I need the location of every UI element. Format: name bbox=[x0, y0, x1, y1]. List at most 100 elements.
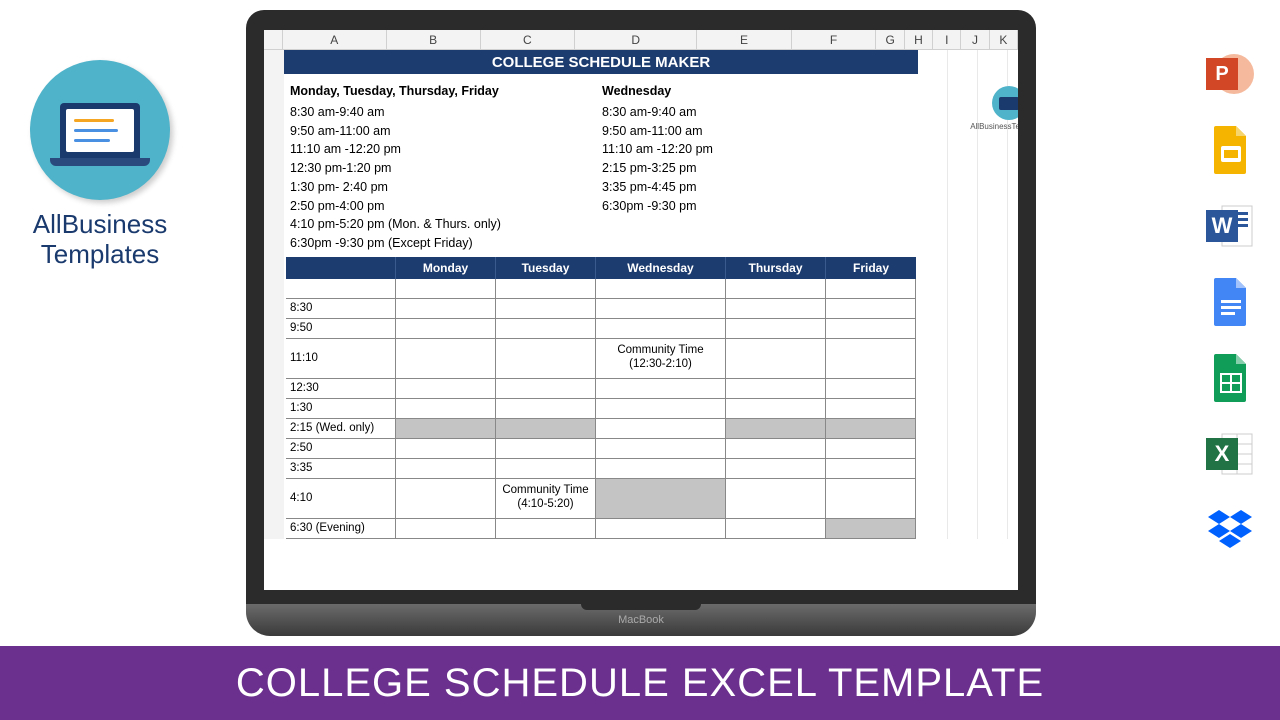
schedule-cell[interactable] bbox=[496, 399, 596, 418]
schedule-cell[interactable] bbox=[396, 379, 496, 398]
schedule-cell[interactable] bbox=[496, 279, 596, 298]
excel-icon: X bbox=[1204, 428, 1256, 480]
info-row: 12:30 pm-1:20 pm bbox=[290, 159, 602, 178]
schedule-cell[interactable] bbox=[596, 439, 726, 458]
schedule-cell[interactable] bbox=[396, 279, 496, 298]
schedule-cell[interactable] bbox=[496, 299, 596, 318]
schedule-cell[interactable] bbox=[826, 319, 916, 338]
schedule-cell[interactable] bbox=[396, 339, 496, 378]
col-header[interactable]: B bbox=[387, 30, 481, 49]
schedule-cell[interactable]: 6:30 (Evening) bbox=[286, 519, 396, 538]
schedule-cell[interactable] bbox=[596, 399, 726, 418]
schedule-cell[interactable]: 9:50 bbox=[286, 319, 396, 338]
schedule-cell[interactable] bbox=[596, 299, 726, 318]
schedule-cell[interactable] bbox=[596, 519, 726, 538]
schedule-cell[interactable] bbox=[396, 419, 496, 438]
schedule-info-block: Monday, Tuesday, Thursday, Friday 8:30 a… bbox=[284, 74, 918, 257]
schedule-cell[interactable]: 1:30 bbox=[286, 399, 396, 418]
schedule-cell[interactable] bbox=[826, 339, 916, 378]
schedule-cell[interactable]: 3:35 bbox=[286, 459, 396, 478]
col-header[interactable]: I bbox=[933, 30, 961, 49]
schedule-cell[interactable]: 4:10 bbox=[286, 479, 396, 518]
app-icons-rail: P W X bbox=[1204, 48, 1256, 556]
schedule-cell[interactable] bbox=[396, 319, 496, 338]
schedule-cell[interactable] bbox=[596, 319, 726, 338]
schedule-cell[interactable] bbox=[726, 399, 826, 418]
schedule-cell[interactable] bbox=[496, 519, 596, 538]
schedule-cell[interactable] bbox=[496, 419, 596, 438]
schedule-cell[interactable] bbox=[826, 459, 916, 478]
schedule-cell[interactable] bbox=[396, 519, 496, 538]
schedule-cell[interactable] bbox=[396, 439, 496, 458]
column-headers-row: A B C D E F G H I J K bbox=[264, 30, 1018, 50]
schedule-cell[interactable] bbox=[596, 479, 726, 518]
col-header[interactable]: G bbox=[876, 30, 904, 49]
schedule-row bbox=[286, 279, 916, 299]
schedule-cell[interactable] bbox=[726, 419, 826, 438]
schedule-cell[interactable] bbox=[826, 479, 916, 518]
schedule-cell[interactable] bbox=[496, 339, 596, 378]
schedule-cell[interactable] bbox=[726, 479, 826, 518]
info-row: 2:50 pm-4:00 pm bbox=[290, 197, 602, 216]
schedule-cell[interactable] bbox=[826, 519, 916, 538]
col-header[interactable]: J bbox=[961, 30, 989, 49]
schedule-row: 11:10 Community Time(12:30-2:10) bbox=[286, 339, 916, 379]
schedule-cell[interactable] bbox=[826, 299, 916, 318]
col-header[interactable]: E bbox=[697, 30, 791, 49]
schedule-cell[interactable]: 2:15 (Wed. only) bbox=[286, 419, 396, 438]
schedule-cell[interactable]: 8:30 bbox=[286, 299, 396, 318]
schedule-row: 4:10 Community Time(4:10-5:20) bbox=[286, 479, 916, 519]
schedule-cell[interactable] bbox=[726, 319, 826, 338]
col-header[interactable]: H bbox=[905, 30, 933, 49]
schedule-cell[interactable] bbox=[826, 399, 916, 418]
schedule-row: 9:50 bbox=[286, 319, 916, 339]
schedule-cell[interactable] bbox=[726, 459, 826, 478]
info-row: 4:10 pm-5:20 pm (Mon. & Thurs. only) bbox=[290, 215, 602, 234]
col-header[interactable]: D bbox=[575, 30, 697, 49]
schedule-cell[interactable] bbox=[596, 459, 726, 478]
schedule-cell[interactable] bbox=[596, 279, 726, 298]
info-row: 6:30pm -9:30 pm bbox=[602, 197, 914, 216]
col-header[interactable]: F bbox=[792, 30, 877, 49]
col-header[interactable]: K bbox=[990, 30, 1018, 49]
col-header[interactable]: C bbox=[481, 30, 575, 49]
schedule-cell[interactable] bbox=[496, 379, 596, 398]
schedule-header-row: Monday Tuesday Wednesday Thursday Friday bbox=[286, 257, 916, 279]
schedule-cell[interactable] bbox=[826, 439, 916, 458]
sheet-title: COLLEGE SCHEDULE MAKER bbox=[284, 50, 918, 74]
schedule-cell[interactable] bbox=[496, 459, 596, 478]
schedule-cell[interactable] bbox=[826, 419, 916, 438]
schedule-cell[interactable] bbox=[596, 379, 726, 398]
schedule-cell[interactable] bbox=[286, 279, 396, 298]
schedule-cell[interactable] bbox=[396, 459, 496, 478]
schedule-cell[interactable] bbox=[726, 279, 826, 298]
schedule-cell[interactable] bbox=[596, 419, 726, 438]
schedule-cell[interactable] bbox=[496, 439, 596, 458]
schedule-row: 3:35 bbox=[286, 459, 916, 479]
col-header[interactable]: A bbox=[283, 30, 387, 49]
schedule-cell[interactable] bbox=[726, 379, 826, 398]
schedule-row: 2:50 bbox=[286, 439, 916, 459]
schedule-cell[interactable] bbox=[396, 399, 496, 418]
schedule-cell[interactable] bbox=[726, 339, 826, 378]
schedule-cell[interactable] bbox=[726, 299, 826, 318]
schedule-cell[interactable] bbox=[826, 379, 916, 398]
schedule-cell[interactable] bbox=[726, 439, 826, 458]
schedule-cell[interactable] bbox=[396, 479, 496, 518]
schedule-cell[interactable] bbox=[396, 299, 496, 318]
schedule-cell[interactable]: Community Time(12:30-2:10) bbox=[596, 339, 726, 378]
word-icon: W bbox=[1204, 200, 1256, 252]
schedule-cell[interactable]: 11:10 bbox=[286, 339, 396, 378]
schedule-cell[interactable] bbox=[726, 519, 826, 538]
info-row: 9:50 am-11:00 am bbox=[290, 122, 602, 141]
schedule-cell[interactable]: 2:50 bbox=[286, 439, 396, 458]
svg-text:W: W bbox=[1212, 213, 1233, 238]
info-row: 2:15 pm-3:25 pm bbox=[602, 159, 914, 178]
schedule-cell[interactable]: Community Time(4:10-5:20) bbox=[496, 479, 596, 518]
schedule-cell[interactable]: 12:30 bbox=[286, 379, 396, 398]
schedule-cell[interactable] bbox=[826, 279, 916, 298]
schedule-cell[interactable] bbox=[496, 319, 596, 338]
sched-col-fri: Friday bbox=[826, 257, 916, 279]
info-left-header: Monday, Tuesday, Thursday, Friday bbox=[290, 82, 602, 101]
banner-text: COLLEGE SCHEDULE EXCEL TEMPLATE bbox=[236, 661, 1044, 706]
